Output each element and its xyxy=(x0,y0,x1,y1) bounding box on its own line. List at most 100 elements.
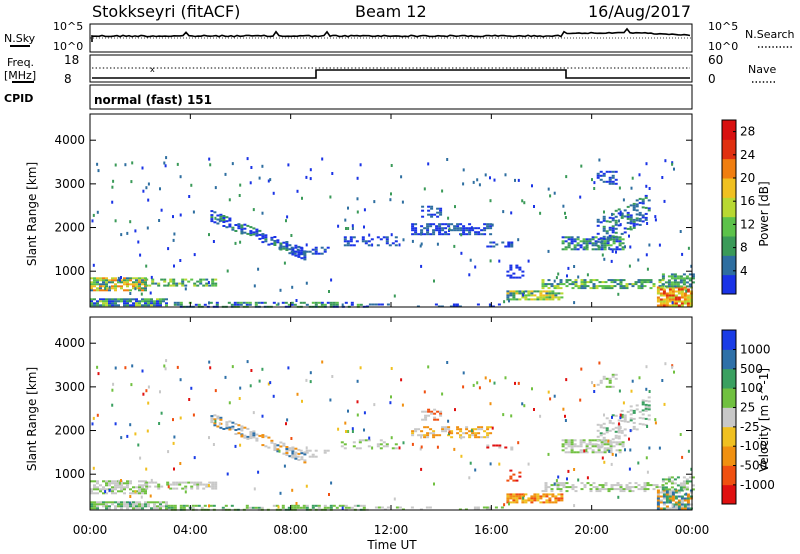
data-cell xyxy=(564,246,568,249)
noise-cell xyxy=(547,390,550,394)
data-cell xyxy=(93,281,96,284)
data-cell xyxy=(123,486,126,489)
data-cell xyxy=(596,423,600,426)
data-cell xyxy=(486,444,490,447)
noise-cell xyxy=(269,178,272,182)
noise-cell xyxy=(393,294,396,298)
noise-cell xyxy=(489,199,492,203)
data-cell xyxy=(459,229,463,232)
data-cell xyxy=(680,294,684,297)
noise-cell xyxy=(114,366,117,370)
velocity-ylabel: Slant Range [km] xyxy=(25,367,39,471)
data-cell xyxy=(424,410,428,413)
data-cell xyxy=(144,281,147,284)
data-cell xyxy=(228,225,232,228)
data-cell xyxy=(462,227,466,230)
data-cell xyxy=(656,286,660,289)
data-cell xyxy=(530,298,534,301)
data-cell xyxy=(551,292,555,295)
noise-cell xyxy=(111,388,114,392)
data-cell xyxy=(170,506,174,509)
data-cell xyxy=(126,482,129,485)
noise-cell xyxy=(539,211,542,215)
data-cell xyxy=(243,436,247,439)
data-cell xyxy=(533,499,537,502)
data-cell xyxy=(556,285,560,288)
noise-cell xyxy=(120,233,123,237)
noise-cell xyxy=(290,437,293,440)
data-cell xyxy=(435,225,439,228)
data-cell xyxy=(157,282,161,285)
data-cell xyxy=(308,455,312,458)
data-cell xyxy=(254,301,258,304)
data-cell xyxy=(343,236,347,239)
data-cell xyxy=(506,274,510,277)
data-cell xyxy=(96,302,99,305)
data-cell xyxy=(426,229,430,232)
data-cell xyxy=(444,227,448,230)
data-cell xyxy=(596,220,600,223)
data-cell xyxy=(614,436,618,439)
noise-cell xyxy=(128,501,131,505)
data-cell xyxy=(374,506,378,509)
data-cell xyxy=(673,478,677,481)
data-cell xyxy=(172,278,176,281)
data-cell xyxy=(165,501,168,504)
noise-cell xyxy=(553,191,556,195)
data-cell xyxy=(561,236,565,239)
data-cell xyxy=(246,427,250,430)
data-cell xyxy=(515,501,519,504)
data-cell xyxy=(674,489,678,492)
data-cell xyxy=(521,292,525,295)
data-cell xyxy=(689,302,693,305)
data-cell xyxy=(462,233,466,236)
data-cell xyxy=(141,503,144,506)
noise-cell xyxy=(514,381,516,385)
data-cell xyxy=(524,501,528,504)
data-cell xyxy=(343,443,347,446)
data-cell xyxy=(108,281,111,284)
data-cell xyxy=(144,298,147,301)
data-cell xyxy=(608,226,612,229)
data-cell xyxy=(114,484,117,487)
noise-cell xyxy=(478,183,481,187)
data-cell xyxy=(361,238,365,241)
data-cell xyxy=(586,281,590,284)
data-cell xyxy=(93,501,96,504)
data-cell xyxy=(93,283,96,286)
data-cell xyxy=(570,439,574,442)
data-cell xyxy=(176,301,180,304)
data-cell xyxy=(483,233,487,236)
data-cell xyxy=(105,300,108,303)
data-cell xyxy=(225,421,229,424)
noise-cell xyxy=(130,180,133,184)
data-cell xyxy=(160,485,164,488)
data-cell xyxy=(135,501,138,504)
data-cell xyxy=(243,231,247,234)
data-cell xyxy=(682,480,686,483)
data-cell xyxy=(594,451,598,454)
data-cell xyxy=(595,287,599,290)
noise-cell xyxy=(630,186,633,190)
data-cell xyxy=(637,281,641,284)
data-cell xyxy=(609,443,613,446)
data-cell xyxy=(626,213,630,216)
noise-cell xyxy=(601,253,604,257)
data-cell xyxy=(347,506,351,509)
data-cell xyxy=(264,236,268,239)
data-cell xyxy=(311,301,315,304)
data-cell xyxy=(541,287,545,290)
data-cell xyxy=(138,283,141,286)
data-cell xyxy=(662,491,666,494)
data-cell xyxy=(541,285,545,288)
data-cell xyxy=(114,279,117,282)
data-cell xyxy=(326,506,330,509)
data-cell xyxy=(576,244,580,247)
noise-cell xyxy=(158,422,161,425)
noise-cell xyxy=(272,394,275,398)
noise-cell xyxy=(401,200,404,204)
data-cell xyxy=(294,254,298,257)
data-cell xyxy=(480,233,484,236)
noise-cell xyxy=(527,462,530,466)
data-cell xyxy=(606,242,610,245)
